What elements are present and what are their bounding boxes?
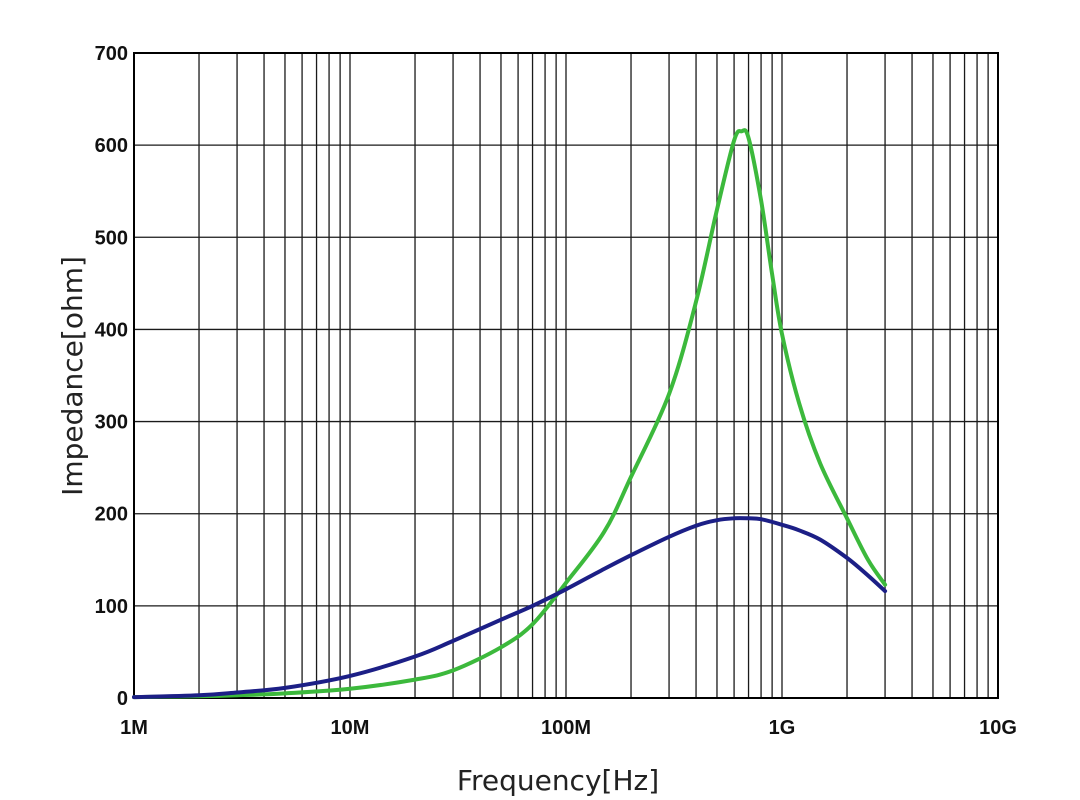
y-axis-label: Impedance[ohm] (56, 256, 89, 496)
y-tick-labels: 0 100 200 300 400 500 600 700 (95, 43, 128, 710)
y-tick-label: 700 (95, 43, 128, 65)
y-tick-label: 400 (95, 319, 128, 341)
y-tick-label: 200 (95, 504, 128, 526)
x-axis-label: Frequency[Hz] (457, 764, 659, 797)
y-tick-label: 100 (95, 596, 128, 618)
y-tick-label: 600 (95, 135, 128, 157)
x-tick-label: 1M (120, 717, 148, 739)
series-line-navy (132, 516, 888, 700)
y-tick-label: 0 (117, 688, 128, 710)
grid (133, 52, 998, 699)
plot-frame (133, 52, 999, 699)
x-tick-label: 10M (331, 717, 370, 739)
series-line-green (132, 128, 888, 700)
y-tick-label: 500 (95, 227, 128, 249)
x-tick-label: 1G (769, 717, 796, 739)
x-tick-labels: 1M 10M 100M 1G 10G (120, 717, 1017, 739)
y-tick-label: 300 (95, 412, 128, 434)
series-group (132, 128, 888, 700)
x-tick-label: 10G (979, 717, 1017, 739)
x-tick-label: 100M (541, 717, 591, 739)
